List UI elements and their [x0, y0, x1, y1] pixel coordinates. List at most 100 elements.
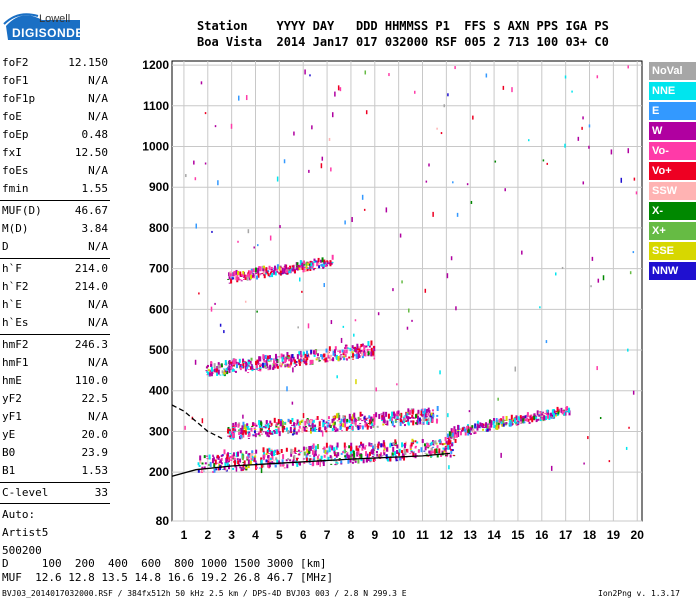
echo-point: [290, 448, 293, 454]
echo-point: [291, 268, 294, 272]
echo-point: [219, 459, 222, 463]
echo-point: [343, 449, 346, 454]
echo-point: [312, 268, 315, 271]
echo-point: [219, 374, 222, 376]
param-name: MUF(D): [2, 204, 42, 217]
echo-point: [349, 348, 352, 352]
echo-point: [418, 417, 421, 422]
echo-point: [482, 423, 485, 427]
echo-point: [371, 416, 374, 418]
echo-point: [403, 417, 406, 421]
param-name: h`Es: [2, 316, 29, 329]
echo-point: [201, 469, 204, 473]
echo-point: [464, 428, 467, 433]
echo-point: [428, 450, 431, 454]
echo-point: [332, 447, 335, 451]
echo-point: [294, 450, 297, 454]
echo-point: [311, 461, 314, 467]
echo-point: [283, 428, 286, 430]
echo-point: [232, 422, 235, 428]
echo-point: [237, 276, 240, 280]
echo-point: [550, 412, 553, 416]
echo-point: [312, 449, 315, 451]
echo-point: [320, 430, 323, 433]
echo-point: [360, 343, 363, 347]
echo-point: [406, 413, 409, 416]
echo-point: [522, 418, 525, 424]
echo-point: [245, 427, 248, 433]
echo-point: [449, 440, 452, 445]
echo-point: [474, 431, 477, 434]
echo-point: [409, 444, 412, 449]
echo-point: [258, 363, 261, 365]
noise-point: [591, 256, 594, 261]
echo-point: [399, 457, 402, 461]
echo-point: [481, 425, 484, 428]
echo-point: [287, 430, 290, 435]
echo-point: [368, 419, 371, 425]
echo-point: [428, 445, 431, 447]
echo-point: [402, 422, 405, 424]
echo-point: [533, 415, 536, 420]
echo-point: [308, 419, 311, 423]
echo-point: [325, 264, 328, 267]
echo-point: [334, 353, 337, 357]
echo-point: [297, 454, 300, 456]
echo-point: [353, 422, 356, 425]
echo-point: [332, 357, 335, 362]
echo-point: [295, 360, 298, 363]
echo-point: [324, 449, 327, 454]
echo-point: [272, 358, 275, 360]
echo-point: [287, 267, 290, 270]
noise-point: [185, 174, 187, 178]
echo-point: [426, 419, 429, 425]
noise-point: [494, 160, 497, 163]
echo-point: [340, 460, 343, 464]
echo-point: [210, 361, 213, 367]
echo-point: [420, 423, 423, 425]
echo-point: [383, 442, 386, 448]
echo-point: [324, 265, 327, 268]
echo-point: [267, 457, 270, 461]
echo-point: [254, 267, 257, 273]
echo-point: [564, 410, 567, 416]
echo-point: [211, 454, 214, 456]
param-row: D N/A: [2, 238, 108, 256]
echo-point: [279, 270, 282, 276]
noise-point: [283, 159, 286, 164]
echo-point: [395, 421, 398, 423]
echo-point: [392, 411, 395, 416]
echo-point: [351, 345, 354, 349]
echo-point: [329, 264, 332, 267]
echo-point: [436, 414, 439, 417]
echo-point: [237, 423, 240, 428]
muf-distance-row: D 100 200 400 600 800 1000 1500 3000 [km…: [2, 557, 327, 570]
echo-point: [339, 357, 342, 360]
echo-point: [407, 416, 410, 420]
noise-point: [424, 288, 427, 293]
echo-point: [271, 455, 274, 460]
noise-point: [194, 177, 197, 181]
echo-point: [346, 359, 349, 361]
echo-point: [381, 455, 384, 457]
echo-point: [430, 412, 433, 416]
echo-point: [261, 362, 264, 368]
echo-point: [361, 425, 364, 430]
echo-point: [268, 447, 271, 452]
echo-point: [482, 428, 485, 431]
autoscaling-note: Auto:: [2, 508, 36, 521]
echo-point: [262, 431, 265, 433]
echo-point: [302, 426, 305, 430]
echo-point: [370, 340, 373, 346]
echo-point: [340, 462, 343, 465]
param-name: foF1p: [2, 92, 36, 105]
echo-point: [427, 421, 430, 425]
echo-point: [358, 355, 361, 358]
echo-point: [380, 413, 383, 415]
echo-point: [405, 448, 408, 452]
noise-point: [571, 90, 573, 93]
echo-point: [212, 470, 215, 473]
echo-point: [502, 416, 505, 422]
echo-point: [327, 416, 330, 420]
echo-point: [353, 412, 356, 418]
